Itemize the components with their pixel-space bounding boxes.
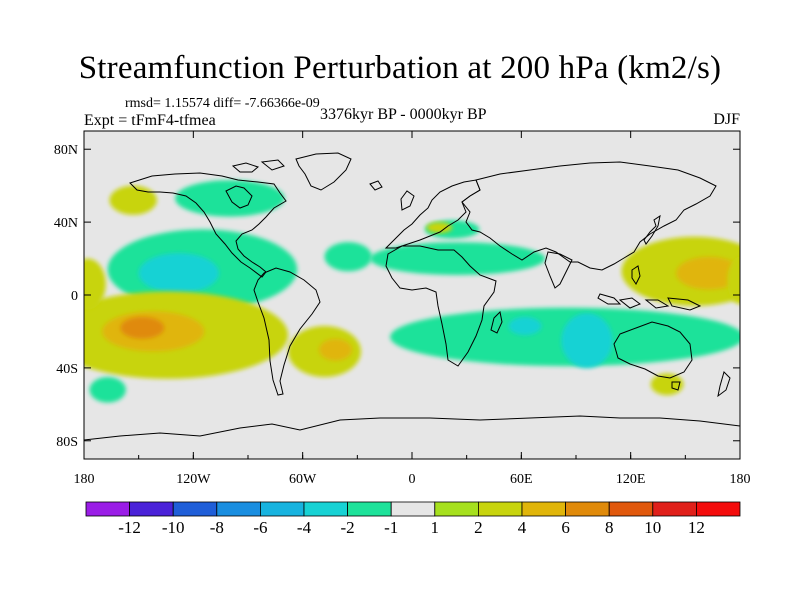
x-tick-label: 180 bbox=[74, 472, 95, 487]
colorbar-label: 6 bbox=[561, 518, 570, 537]
contour-field bbox=[324, 242, 372, 272]
period-label: 3376kyr BP - 0000kyr BP bbox=[320, 106, 487, 123]
colorbar-swatch bbox=[347, 501, 392, 517]
contour-field bbox=[319, 338, 352, 361]
colorbar-swatch bbox=[172, 501, 218, 517]
contour-field bbox=[120, 316, 165, 339]
contour-field bbox=[370, 242, 546, 275]
x-tick-label: 0 bbox=[409, 472, 416, 487]
x-tick-label: 120E bbox=[616, 472, 646, 487]
colorbar-label: -12 bbox=[118, 518, 141, 537]
colorbar-swatch bbox=[259, 501, 305, 517]
colorbar-label: 1 bbox=[431, 518, 440, 537]
colorbar-label: 10 bbox=[644, 518, 661, 537]
colorbar-swatch bbox=[434, 501, 479, 517]
contour-field bbox=[676, 256, 740, 290]
colorbar-swatch bbox=[521, 501, 566, 517]
contour-field bbox=[727, 256, 740, 305]
chart-title: Streamfunction Perturbation at 200 hPa (… bbox=[78, 50, 722, 86]
contour-field bbox=[561, 313, 613, 368]
x-tick-label: 180 bbox=[730, 472, 751, 487]
experiment-label: Expt = tFmF4-tfmea bbox=[84, 112, 216, 129]
rmsd-diff-label: rmsd= 1.15574 diff= -7.66366e-09 bbox=[125, 96, 320, 111]
x-tick-label: 60E bbox=[510, 472, 533, 487]
colorbar-swatch bbox=[390, 501, 436, 517]
colorbar-swatch bbox=[216, 501, 261, 517]
colorbar-label: 2 bbox=[474, 518, 483, 537]
colorbar-label: -10 bbox=[162, 518, 185, 537]
contour-field bbox=[84, 258, 106, 310]
colorbar-swatch bbox=[696, 501, 741, 517]
colorbar-label: -2 bbox=[341, 518, 355, 537]
colorbar-swatch bbox=[129, 501, 174, 517]
colorbar-label: 4 bbox=[518, 518, 527, 537]
contour-field bbox=[138, 253, 219, 294]
colorbar-label: -6 bbox=[253, 518, 267, 537]
colorbar-label: -1 bbox=[384, 518, 398, 537]
colorbar-swatch bbox=[608, 501, 654, 517]
contour-field bbox=[89, 377, 126, 403]
contour-field bbox=[650, 373, 684, 396]
colorbar-swatch bbox=[85, 501, 130, 517]
colorbar-swatch bbox=[652, 501, 697, 517]
colorbar-label: 8 bbox=[605, 518, 614, 537]
contour-field bbox=[426, 222, 453, 234]
contour-field bbox=[508, 316, 542, 336]
x-tick-label: 60W bbox=[289, 472, 317, 487]
season-label: DJF bbox=[713, 111, 740, 128]
y-tick-label: 0 bbox=[71, 289, 78, 304]
contour-field bbox=[109, 185, 157, 215]
colorbar-swatch bbox=[565, 501, 610, 517]
colorbar-swatch bbox=[303, 501, 348, 517]
y-tick-label: 40S bbox=[56, 362, 78, 377]
colorbar-swatch bbox=[477, 501, 523, 517]
coastlines bbox=[84, 152, 740, 441]
y-tick-label: 80N bbox=[54, 143, 78, 158]
x-tick-label: 120W bbox=[176, 472, 211, 487]
y-tick-label: 40N bbox=[54, 216, 78, 231]
colorbar-label: 12 bbox=[688, 518, 705, 537]
colorbar-label: -4 bbox=[297, 518, 312, 537]
y-tick-label: 80S bbox=[56, 435, 78, 450]
colorbar-label: -8 bbox=[210, 518, 224, 537]
